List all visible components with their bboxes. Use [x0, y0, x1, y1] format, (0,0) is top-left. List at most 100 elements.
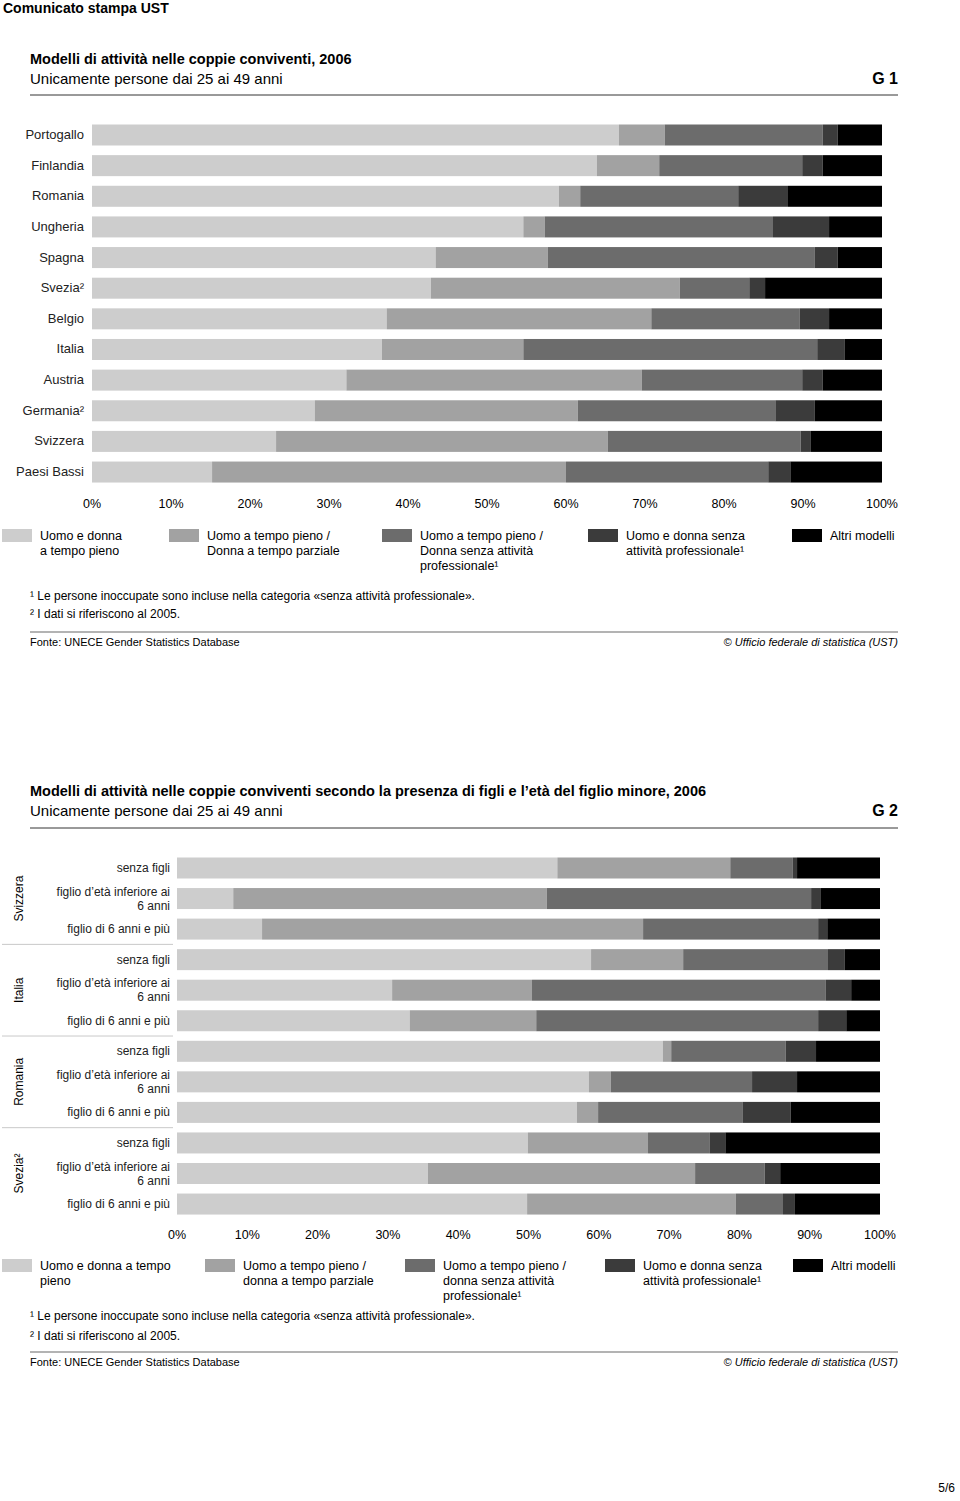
bar-segment	[642, 370, 802, 391]
bar-segment	[845, 339, 882, 360]
bar-segment	[212, 462, 566, 483]
bar-segment	[695, 1163, 765, 1184]
bar-segment	[663, 1041, 671, 1062]
text-line: figlio di 6 anni e più	[67, 1197, 170, 1211]
footnote: ¹ Le persone inoccupate sono incluse nel…	[30, 589, 475, 603]
legend-swatch	[605, 1259, 635, 1272]
chart-subtitle: Unicamente persone dai 25 ai 49 anni	[30, 70, 283, 87]
bar-segment	[730, 858, 793, 879]
tick-label: 80%	[711, 497, 736, 511]
text-line: Portogallo	[25, 127, 84, 142]
bar-segment	[428, 1163, 695, 1184]
bar-segment	[92, 247, 436, 268]
bar-segment	[92, 278, 431, 299]
bar-segment	[801, 431, 811, 452]
bar-segment	[276, 431, 608, 452]
bar-segment	[92, 400, 315, 421]
bar-segment	[797, 858, 880, 879]
text-line: Uomo a tempo pieno /	[207, 529, 331, 543]
tick-label: 20%	[305, 1228, 330, 1242]
bar-segment	[752, 1071, 797, 1092]
bar-segment	[823, 370, 882, 391]
bar-segment	[578, 400, 776, 421]
bar-segment	[536, 1010, 818, 1031]
text-line: donna a tempo parziale	[243, 1274, 374, 1288]
category-label: figlio d’età inferiore ai6 anni	[57, 885, 170, 913]
bar-segment	[315, 400, 578, 421]
bar-segment	[545, 216, 773, 237]
bar-segment	[523, 339, 817, 360]
category-label: figlio di 6 anni e più	[67, 1014, 170, 1028]
category-label: senza figli	[117, 1044, 170, 1058]
category-label: figlio di 6 anni e più	[67, 922, 170, 936]
bars	[177, 858, 880, 1215]
category-label: Ungheria	[31, 219, 85, 234]
legend-label: Altri modelli	[831, 1259, 896, 1273]
legend-swatch	[588, 529, 618, 542]
bar-segment	[783, 1194, 795, 1215]
legend-label: Uomo e donna a tempopieno	[40, 1259, 171, 1288]
text-line: 6 anni	[137, 990, 170, 1004]
bar-segment	[548, 247, 815, 268]
text-line: figlio di 6 anni e più	[67, 1105, 170, 1119]
bar-segment	[811, 431, 882, 452]
bar-segment	[177, 919, 262, 940]
bar-segment	[795, 1194, 880, 1215]
bar-segment	[802, 370, 823, 391]
bar-segment	[817, 339, 845, 360]
bar-segment	[92, 125, 619, 146]
legend-label: Uomo e donna senzaattività professionale…	[643, 1259, 762, 1288]
bar-segment	[651, 308, 800, 329]
text-line: Paesi Bassi	[16, 464, 84, 479]
bar-segment	[547, 888, 811, 909]
text-line: Italia	[57, 341, 85, 356]
bar-segment	[177, 949, 591, 970]
category-label: Paesi Bassi	[16, 464, 84, 479]
text-line: figlio d’età inferiore ai	[57, 1068, 170, 1082]
text-line: professionale¹	[443, 1289, 522, 1303]
bar-segment	[177, 980, 392, 1001]
bar-segment	[177, 1163, 428, 1184]
category-label: Portogallo	[25, 127, 84, 142]
category-label: figlio di 6 anni e più	[67, 1197, 170, 1211]
bar-segment	[823, 125, 838, 146]
bar-segment	[827, 919, 880, 940]
bar-segment	[346, 370, 641, 391]
text-line: Altri modelli	[830, 529, 895, 543]
bar-segment	[786, 1041, 816, 1062]
text-line: Austria	[44, 372, 85, 387]
bar-segment	[838, 247, 882, 268]
bar-segment	[233, 888, 547, 909]
category-label: figlio d’età inferiore ai6 anni	[57, 1160, 170, 1188]
bar-segment	[815, 400, 882, 421]
bar-segment	[800, 308, 829, 329]
bar-segment	[532, 980, 826, 1001]
bar-segment	[92, 370, 346, 391]
title-rule	[30, 95, 898, 96]
bar-segment	[608, 431, 801, 452]
text-line: 6 anni	[137, 1082, 170, 1096]
text-line: Finlandia	[31, 158, 85, 173]
chart-id: G 2	[872, 802, 898, 819]
page: Comunicato stampa UST5/6Modelli di attiv…	[0, 0, 960, 1501]
bar-segment	[589, 1071, 611, 1092]
tick-label: 40%	[446, 1228, 471, 1242]
legend-swatch	[2, 1259, 32, 1272]
bar-segment	[92, 186, 559, 207]
text-line: donna senza attività	[443, 1274, 554, 1288]
text-line: figlio d’età inferiore ai	[57, 976, 170, 990]
group-label: Svezia²	[12, 1153, 26, 1193]
bar-segment	[736, 1194, 783, 1215]
bar-segment	[828, 949, 845, 970]
bar-segment	[659, 155, 802, 176]
legend-swatch	[169, 529, 199, 542]
bar-segment	[821, 888, 880, 909]
chart-title: Modelli di attività nelle coppie convive…	[30, 51, 352, 67]
footnote: ² I dati si riferiscono al 2005.	[30, 607, 180, 621]
copyright: © Ufficio federale di statistica (UST)	[724, 1356, 899, 1368]
bar-segment	[177, 858, 557, 879]
footnote: ² I dati si riferiscono al 2005.	[30, 1329, 180, 1343]
bar-segment	[815, 247, 838, 268]
bar-segment	[591, 949, 683, 970]
bar-segment	[851, 980, 880, 1001]
